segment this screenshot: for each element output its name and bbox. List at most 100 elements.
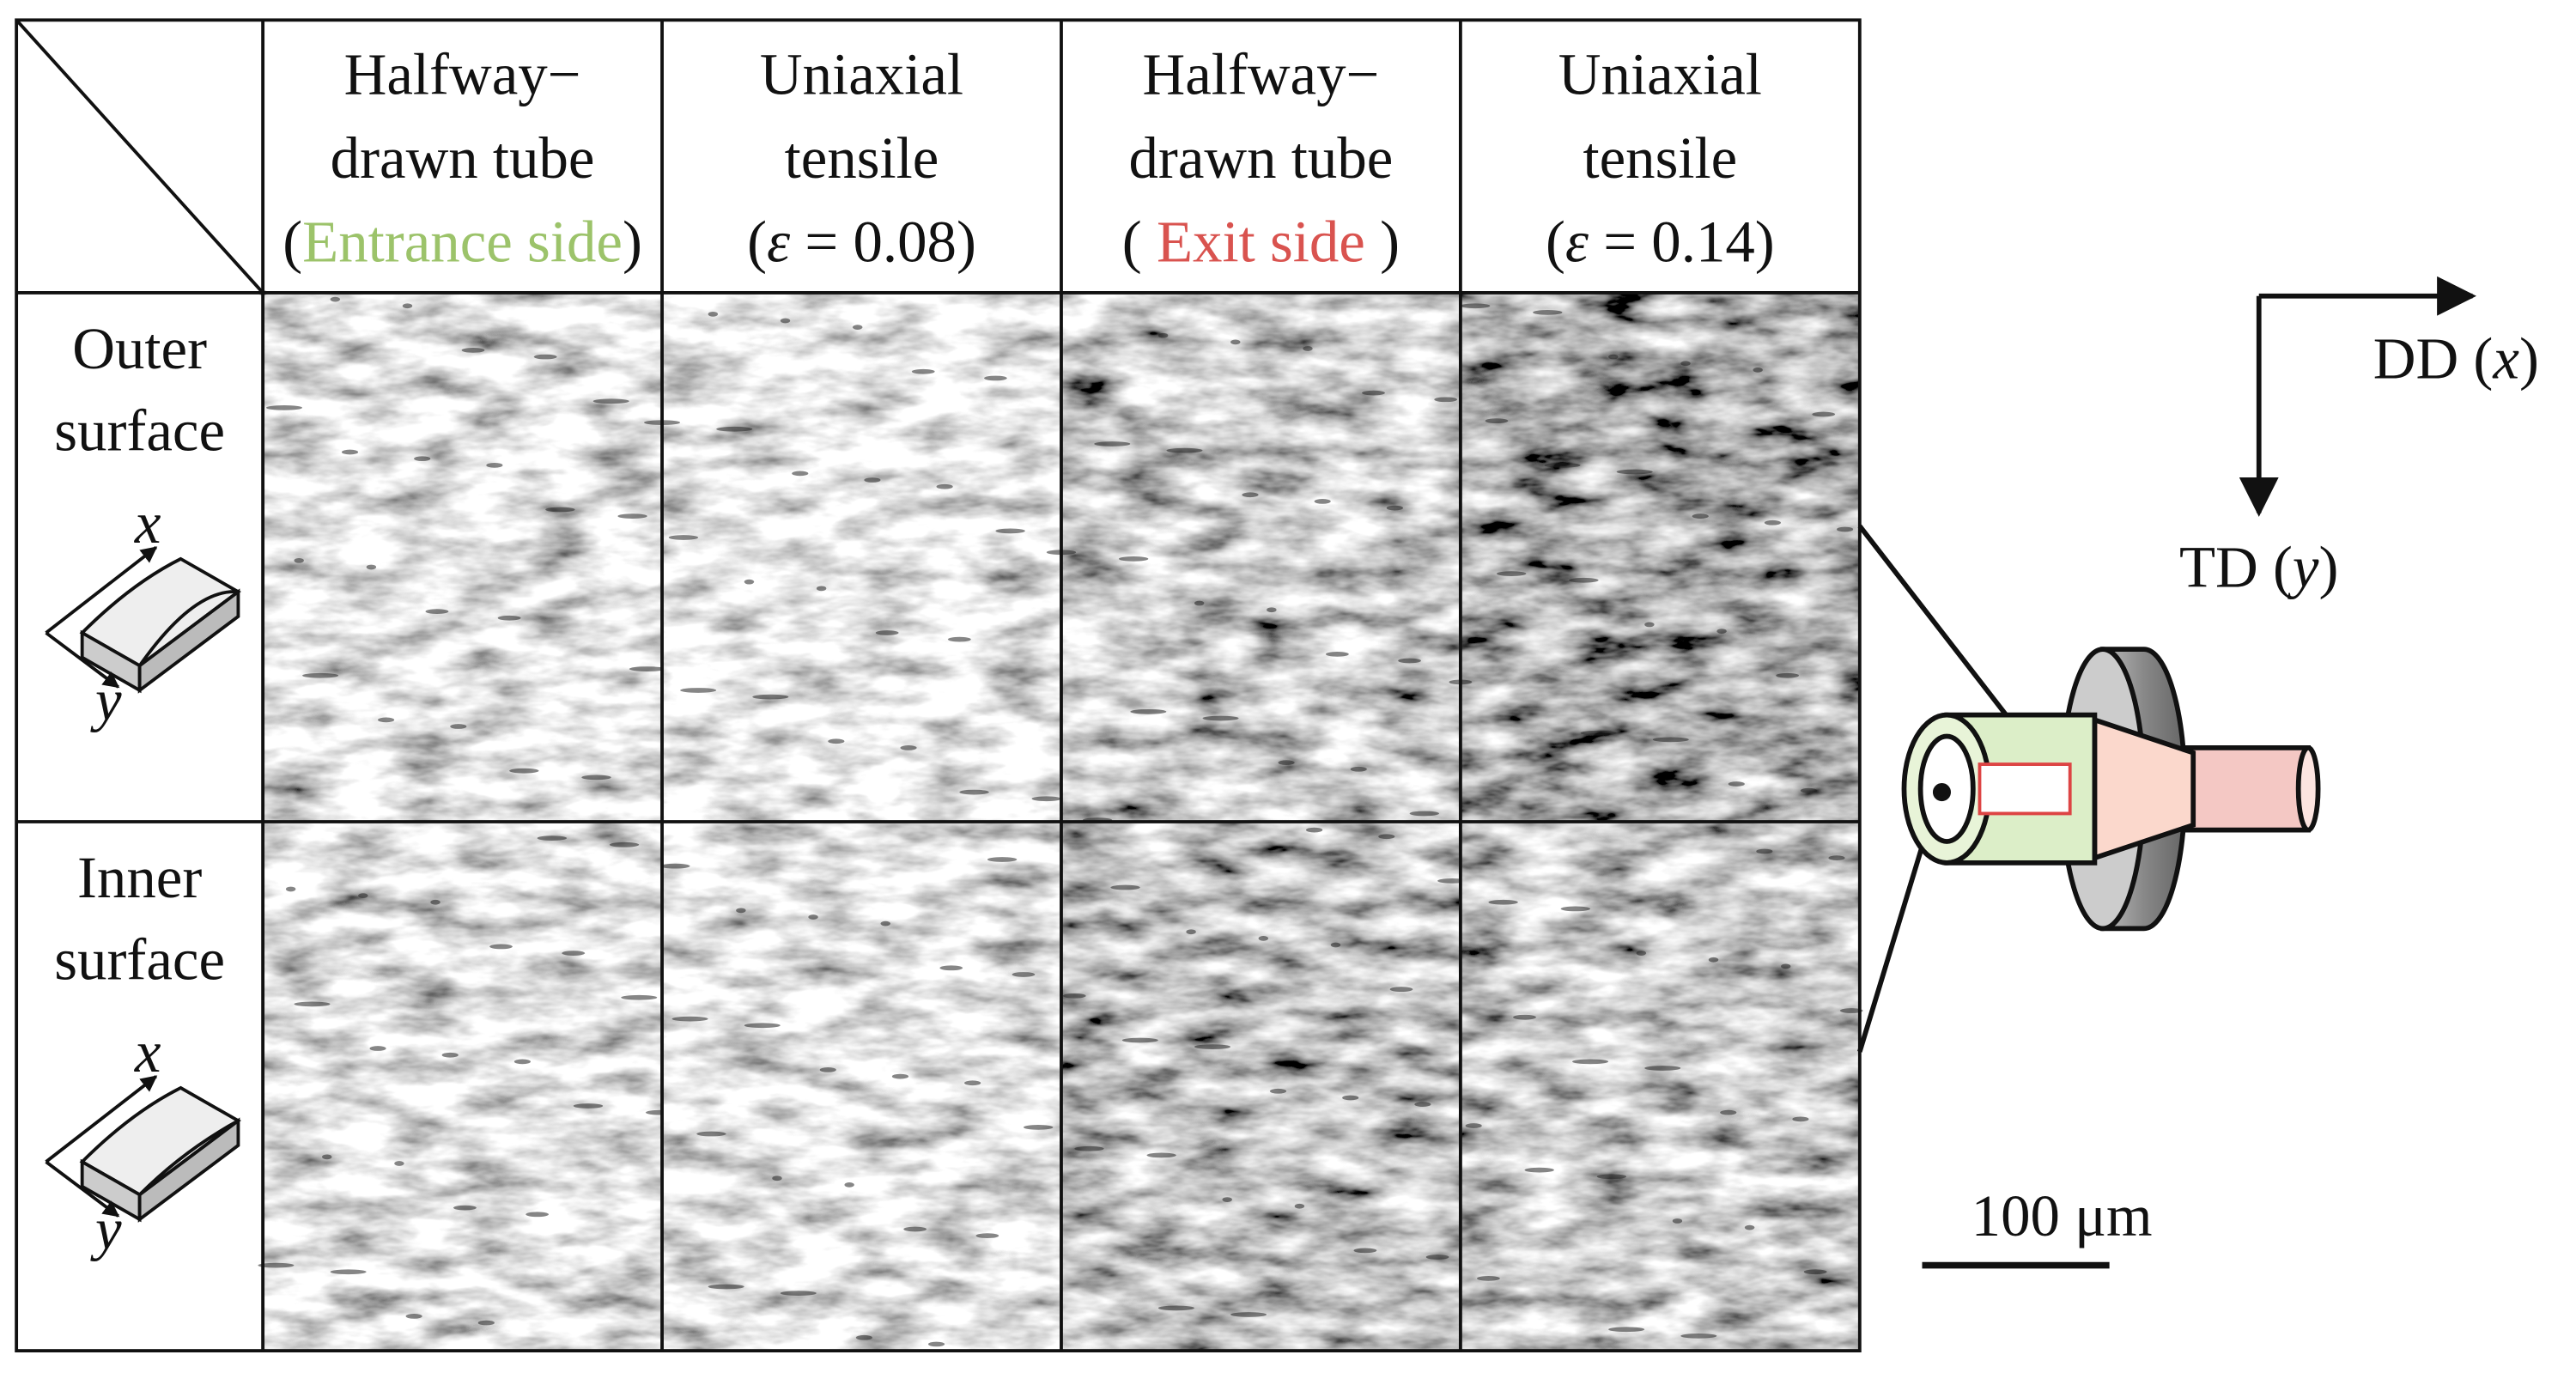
pore bbox=[1708, 957, 1719, 963]
micrograph bbox=[263, 292, 663, 823]
pore bbox=[1652, 737, 1689, 743]
icon-curve bbox=[138, 590, 239, 667]
axis-x-label: x bbox=[134, 1019, 161, 1084]
pore bbox=[533, 354, 557, 360]
micrograph bbox=[263, 822, 663, 1352]
pore bbox=[592, 398, 629, 404]
icon-arrow bbox=[45, 1160, 120, 1218]
pore bbox=[772, 1175, 782, 1182]
specimen-icon bbox=[45, 1075, 241, 1223]
pore bbox=[1362, 390, 1385, 396]
pore bbox=[816, 586, 827, 592]
pore bbox=[1636, 951, 1647, 956]
pore bbox=[369, 1046, 386, 1051]
pore bbox=[1672, 1218, 1683, 1224]
pore bbox=[959, 789, 989, 795]
pore bbox=[696, 1131, 726, 1137]
pore bbox=[621, 994, 658, 1000]
direction-part: y bbox=[2287, 534, 2319, 599]
micrograph bbox=[1060, 292, 1461, 823]
micrograph bbox=[1460, 292, 1860, 823]
pore bbox=[1326, 651, 1349, 657]
pore bbox=[1460, 303, 1491, 309]
pore bbox=[1350, 766, 1367, 772]
pore bbox=[294, 1001, 331, 1007]
pore bbox=[1166, 447, 1203, 453]
pore bbox=[1157, 1305, 1194, 1311]
pore bbox=[1425, 1254, 1449, 1260]
direction-part: ) bbox=[2319, 534, 2339, 599]
pore bbox=[1812, 411, 1836, 417]
pore bbox=[1118, 556, 1149, 562]
pore bbox=[947, 636, 971, 642]
pore bbox=[1524, 1167, 1554, 1173]
pore bbox=[441, 1052, 459, 1058]
pore bbox=[1303, 346, 1313, 351]
icon-side bbox=[137, 588, 240, 694]
header-text: drawn tube bbox=[331, 125, 595, 191]
pore bbox=[1513, 1014, 1536, 1020]
pore bbox=[792, 471, 809, 477]
pore bbox=[744, 579, 755, 585]
pore bbox=[1157, 332, 1169, 338]
pore bbox=[1764, 519, 1781, 525]
pore bbox=[294, 557, 304, 563]
pore bbox=[1222, 1197, 1232, 1202]
pore bbox=[1580, 730, 1617, 736]
pore bbox=[744, 1023, 781, 1029]
pore bbox=[716, 426, 753, 432]
direction-label: TD (y) bbox=[2179, 534, 2338, 599]
pore bbox=[1485, 418, 1509, 424]
pore bbox=[864, 477, 881, 483]
pore bbox=[1680, 1333, 1717, 1339]
pore bbox=[545, 507, 575, 513]
pore bbox=[1477, 1276, 1500, 1281]
note-part: ( bbox=[747, 210, 767, 275]
tube-diagram bbox=[1857, 524, 2321, 1053]
micrograph bbox=[1060, 822, 1461, 1352]
pore bbox=[513, 1059, 531, 1065]
pore bbox=[808, 914, 818, 920]
pore bbox=[1644, 1066, 1681, 1071]
header-text: Uniaxial bbox=[760, 41, 963, 106]
pore bbox=[453, 1205, 477, 1211]
pore bbox=[1389, 987, 1413, 993]
note-part: ( bbox=[1546, 210, 1565, 275]
pore bbox=[995, 528, 1025, 534]
micrograph bbox=[662, 292, 1061, 823]
pore bbox=[477, 1320, 495, 1326]
header-note: (Entrance side) bbox=[283, 210, 642, 275]
pore bbox=[430, 899, 440, 905]
row-label: Outer bbox=[72, 316, 207, 381]
pore bbox=[1074, 1145, 1104, 1151]
pore bbox=[1803, 1269, 1827, 1275]
pore bbox=[1267, 607, 1277, 613]
pore bbox=[414, 456, 431, 462]
pore bbox=[1110, 884, 1140, 890]
pore bbox=[1465, 1123, 1482, 1128]
pore bbox=[322, 1154, 332, 1160]
pore bbox=[900, 745, 917, 750]
row-label: Inner bbox=[77, 845, 202, 910]
axis-y-label: y bbox=[90, 667, 122, 732]
pore bbox=[780, 1291, 817, 1296]
pore bbox=[1596, 1174, 1627, 1180]
pore bbox=[880, 920, 890, 926]
direction-part: DD ( bbox=[2373, 325, 2494, 391]
pore bbox=[1533, 310, 1563, 315]
pore bbox=[302, 672, 339, 678]
pore bbox=[1194, 600, 1205, 606]
pore bbox=[1269, 1088, 1287, 1094]
pore bbox=[984, 375, 1007, 381]
pore bbox=[1780, 963, 1791, 969]
pore bbox=[402, 303, 413, 309]
pore bbox=[939, 965, 963, 971]
pore bbox=[1306, 827, 1323, 833]
pore bbox=[509, 768, 539, 774]
pore bbox=[1800, 787, 1818, 793]
pore bbox=[1023, 1125, 1054, 1130]
pore bbox=[1398, 658, 1421, 664]
pore bbox=[1230, 339, 1241, 345]
icon-arrow bbox=[45, 1075, 158, 1163]
